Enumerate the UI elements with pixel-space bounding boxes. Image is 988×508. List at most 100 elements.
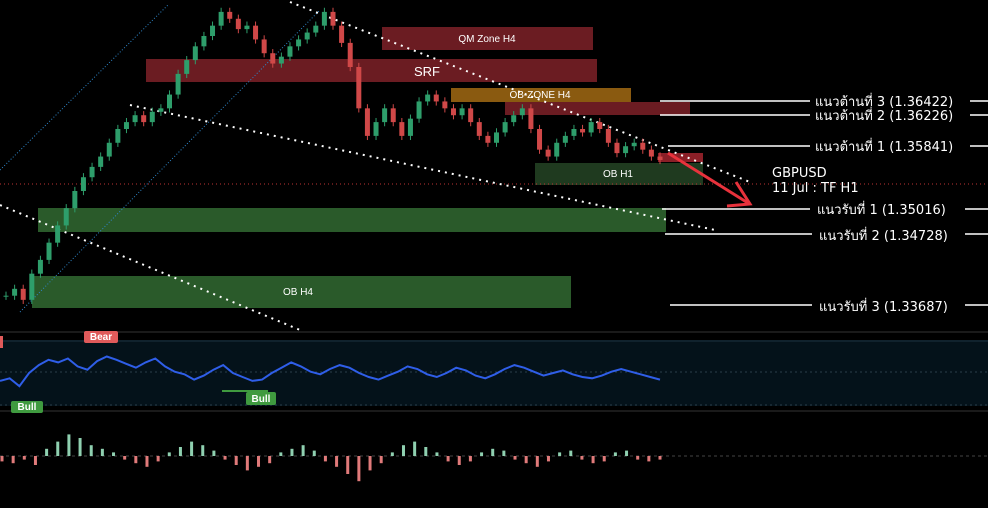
support-1-label: แนวรับที่ 1 (1.35016) [817,201,946,218]
candle-body [580,129,586,133]
candle-body [37,259,43,274]
histogram-bar [290,448,294,456]
candle-body [106,142,112,157]
histogram-bar [580,456,584,460]
candle-body [605,129,611,143]
candle-body [442,101,448,109]
candle-body [407,118,413,136]
ob-zone-h4-label: OB-ZONE H4 [509,90,571,101]
candle-body [132,115,138,123]
histogram-bar [413,441,417,456]
candle-body [98,156,104,167]
candle-body [571,129,577,136]
candle-body [330,11,336,26]
candle-body [468,108,474,123]
timeframe-label: 11 Jul : TF H1 [772,181,859,196]
candle-body [562,135,568,143]
candle-body [167,94,172,109]
candle-body [623,146,629,154]
candle-body [29,273,35,300]
candle-body [80,177,86,191]
histogram-bar [435,452,439,456]
histogram-bar [357,456,361,482]
histogram-bar [335,456,339,467]
candle-body [364,108,370,136]
candle-body [227,11,233,19]
histogram-bar [167,452,171,456]
bull-tag-label-2: Bull [252,394,271,405]
levels: แนวต้านที่ 3 (1.36422) แนวต้านที่ 2 (1.3… [660,93,988,315]
histogram-bar [480,452,484,456]
candle-body [425,94,431,102]
trend-lines [0,1,751,331]
candle-body [537,129,543,150]
ob-h1-label: OB H1 [603,169,633,180]
candle-body [382,108,388,123]
candle-body [296,39,302,47]
candle-body [270,53,276,64]
candle-body [657,156,663,160]
srf-zone-box [146,59,597,82]
histogram-bar [279,452,283,456]
candle-body [184,60,190,74]
histogram-bar [524,456,528,464]
histogram-bar [0,456,4,462]
candle-body [494,132,499,143]
qm-zone-label: QM Zone H4 [458,34,516,45]
histogram-bar [201,445,205,456]
histogram-bar [245,456,249,471]
histogram-bar [178,447,182,456]
candle-body [450,108,456,116]
candle-body [373,122,379,136]
histogram-bar [212,450,216,456]
candle-body [433,94,439,102]
candle-body [597,122,603,129]
histogram-bar [636,456,640,460]
histogram-bar [424,447,428,456]
candle-body [347,42,353,67]
support-3-label: แนวรับที่ 3 (1.33687) [819,298,948,315]
downtrend-far-line [0,204,301,331]
candle-body [55,225,61,243]
candle-body [3,295,9,297]
histogram-bar [368,456,372,471]
candle-body [511,115,517,123]
downtrend-lower-line [129,104,716,231]
histogram-bar [134,456,138,464]
histogram-bar [591,456,595,464]
candle-body [89,166,95,178]
histogram-bar [625,450,629,456]
bull-tag-box-2 [246,392,276,405]
histogram-bar [468,456,472,462]
candle-body [210,25,216,36]
ob-h4-label: OB H4 [283,287,313,298]
candle-body [356,67,362,109]
candle-body [72,191,78,209]
histogram-bar [100,448,104,456]
histogram-bar [33,456,37,465]
support-2-label: แนวรับที่ 2 (1.34728) [819,227,948,244]
candle-body [459,108,465,116]
forecast-arrow-icon [667,151,753,208]
histogram-bar [401,445,405,456]
candle-body [502,122,508,133]
candle-body [648,149,654,157]
support-zone-box [38,208,666,232]
ob-zone-h4-box [451,88,631,102]
candle-body [399,122,405,136]
histogram-bar [546,456,550,462]
histogram-bar [613,452,617,456]
candle-body [631,142,637,147]
candle-body [390,108,396,123]
histogram-bar [446,456,450,462]
oscillator-background [0,340,988,406]
candle-body [287,46,293,57]
histogram-bar [78,438,82,456]
candle-body [554,142,560,157]
histogram-bar [156,456,160,462]
candle-body [149,111,155,123]
histogram-bar [22,456,26,460]
histogram-bar [658,456,662,460]
candle-body [261,39,267,54]
